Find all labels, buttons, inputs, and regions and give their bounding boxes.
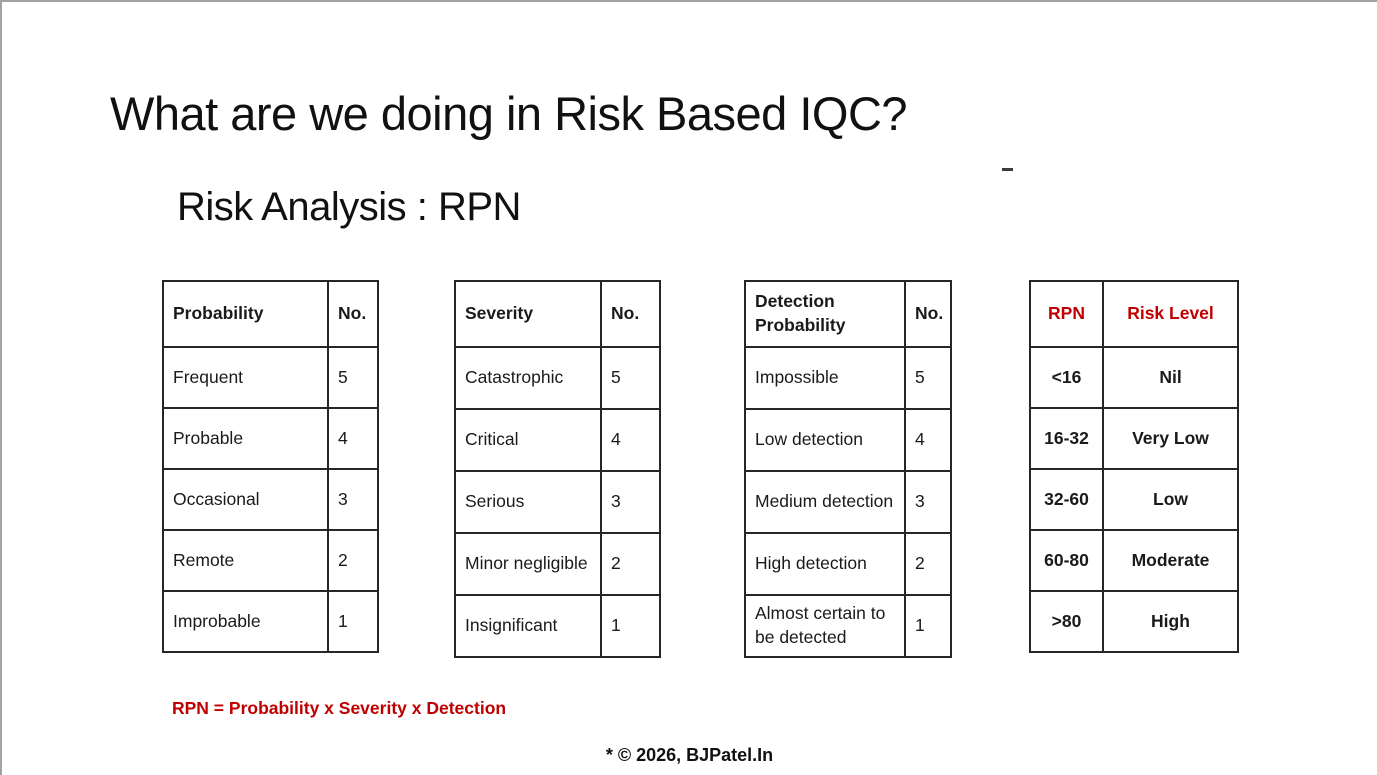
table-cell: <16 — [1029, 346, 1104, 409]
table-row: 16-32 Very Low — [1029, 407, 1239, 470]
table-cell: Occasional — [162, 468, 329, 531]
table-cell: Insignificant — [454, 594, 602, 658]
table-cell: 1 — [904, 594, 952, 658]
table-row: Occasional 3 — [162, 468, 379, 531]
rpn-risk-level-table: RPN Risk Level <16 Nil 16-32 Very Low 32… — [1029, 280, 1239, 653]
table-cell: 3 — [904, 470, 952, 534]
table-row: <16 Nil — [1029, 346, 1239, 409]
table-cell: Frequent — [162, 346, 329, 409]
rpn-formula: RPN = Probability x Severity x Detection — [172, 698, 507, 718]
table-header-cell: Detection Probability — [744, 280, 906, 348]
table-cell: Low — [1102, 468, 1239, 531]
table-cell: 5 — [600, 346, 661, 410]
table-row: Low detection 4 — [744, 408, 952, 472]
table-cell: 5 — [327, 346, 379, 409]
table-cell: 2 — [600, 532, 661, 596]
table-row: High detection 2 — [744, 532, 952, 596]
table-header-cell: Risk Level — [1102, 280, 1239, 348]
table-row: Almost certain to be detected 1 — [744, 594, 952, 658]
table-cell: 5 — [904, 346, 952, 410]
table-cell: 4 — [904, 408, 952, 472]
severity-table: Severity No. Catastrophic 5 Critical 4 S… — [454, 280, 661, 658]
table-row: Probable 4 — [162, 407, 379, 470]
table-row: >80 High — [1029, 590, 1239, 653]
table-cell: 16-32 — [1029, 407, 1104, 470]
table-row: Remote 2 — [162, 529, 379, 592]
page-title: What are we doing in Risk Based IQC? — [110, 87, 908, 140]
table-row: Critical 4 — [454, 408, 661, 472]
table-cell: 1 — [600, 594, 661, 658]
table-cell: 1 — [327, 590, 379, 653]
table-cell: 60-80 — [1029, 529, 1104, 592]
table-cell: Minor negligible — [454, 532, 602, 596]
table-cell: Improbable — [162, 590, 329, 653]
table-row: Minor negligible 2 — [454, 532, 661, 596]
table-header-cell: RPN — [1029, 280, 1104, 348]
table-cell: High detection — [744, 532, 906, 596]
table-cell: 32-60 — [1029, 468, 1104, 531]
table-row: Insignificant 1 — [454, 594, 661, 658]
table-cell: 3 — [600, 470, 661, 534]
table-cell: 4 — [600, 408, 661, 472]
table-row: 32-60 Low — [1029, 468, 1239, 531]
table-header-cell: No. — [600, 280, 661, 348]
probability-table: Probability No. Frequent 5 Probable 4 Oc… — [162, 280, 379, 653]
table-cell: Serious — [454, 470, 602, 534]
table-cell: Catastrophic — [454, 346, 602, 410]
table-header-cell: No. — [904, 280, 952, 348]
table-cell: Very Low — [1102, 407, 1239, 470]
table-row: Improbable 1 — [162, 590, 379, 653]
table-row: Medium detection 3 — [744, 470, 952, 534]
table-cell: Remote — [162, 529, 329, 592]
table-header-cell: No. — [327, 280, 379, 348]
table-cell: Critical — [454, 408, 602, 472]
table-row: 60-80 Moderate — [1029, 529, 1239, 592]
table-cell: >80 — [1029, 590, 1104, 653]
table-cell: Low detection — [744, 408, 906, 472]
copyright-footer: * © 2026, BJPatel.In — [605, 745, 774, 765]
dash-mark — [1002, 168, 1013, 171]
table-row: Catastrophic 5 — [454, 346, 661, 410]
table-row: Impossible 5 — [744, 346, 952, 410]
table-cell: Nil — [1102, 346, 1239, 409]
table-header-cell: Probability — [162, 280, 329, 348]
table-cell: Moderate — [1102, 529, 1239, 592]
table-cell: Almost certain to be detected — [744, 594, 906, 658]
detection-probability-table: Detection Probability No. Impossible 5 L… — [744, 280, 952, 658]
slide-subtitle: Risk Analysis : RPN — [177, 185, 521, 229]
table-cell: Medium detection — [744, 470, 906, 534]
table-cell: Probable — [162, 407, 329, 470]
table-row: Serious 3 — [454, 470, 661, 534]
table-row: Frequent 5 — [162, 346, 379, 409]
table-cell: 2 — [327, 529, 379, 592]
table-cell: 4 — [327, 407, 379, 470]
table-cell: High — [1102, 590, 1239, 653]
table-cell: 3 — [327, 468, 379, 531]
table-cell: Impossible — [744, 346, 906, 410]
table-header-cell: Severity — [454, 280, 602, 348]
table-cell: 2 — [904, 532, 952, 596]
